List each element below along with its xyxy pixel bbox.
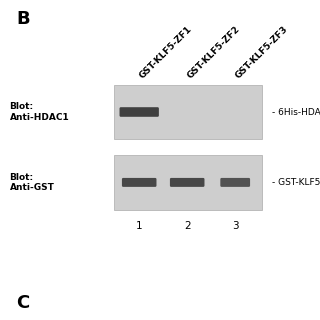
FancyBboxPatch shape — [220, 178, 250, 187]
Text: 2: 2 — [184, 221, 190, 231]
Text: 3: 3 — [232, 221, 238, 231]
Text: Blot:
Anti-HDAC1: Blot: Anti-HDAC1 — [10, 102, 69, 122]
FancyBboxPatch shape — [120, 107, 159, 117]
Text: 1: 1 — [136, 221, 142, 231]
Bar — [114, 155, 262, 210]
Text: GST-KLF5-ZF1: GST-KLF5-ZF1 — [138, 24, 194, 80]
FancyBboxPatch shape — [170, 178, 204, 187]
Text: GST-KLF5-ZF3: GST-KLF5-ZF3 — [234, 24, 290, 80]
Text: Blot:
Anti-GST: Blot: Anti-GST — [10, 173, 54, 192]
Text: GST-KLF5-ZF2: GST-KLF5-ZF2 — [186, 24, 242, 80]
Text: - 6His-HDAC1: - 6His-HDAC1 — [272, 108, 320, 116]
Text: C: C — [16, 294, 29, 312]
Text: B: B — [16, 10, 30, 28]
Bar — [114, 85, 262, 139]
Text: - GST-KLF5-ZF: - GST-KLF5-ZF — [272, 178, 320, 187]
FancyBboxPatch shape — [122, 178, 156, 187]
